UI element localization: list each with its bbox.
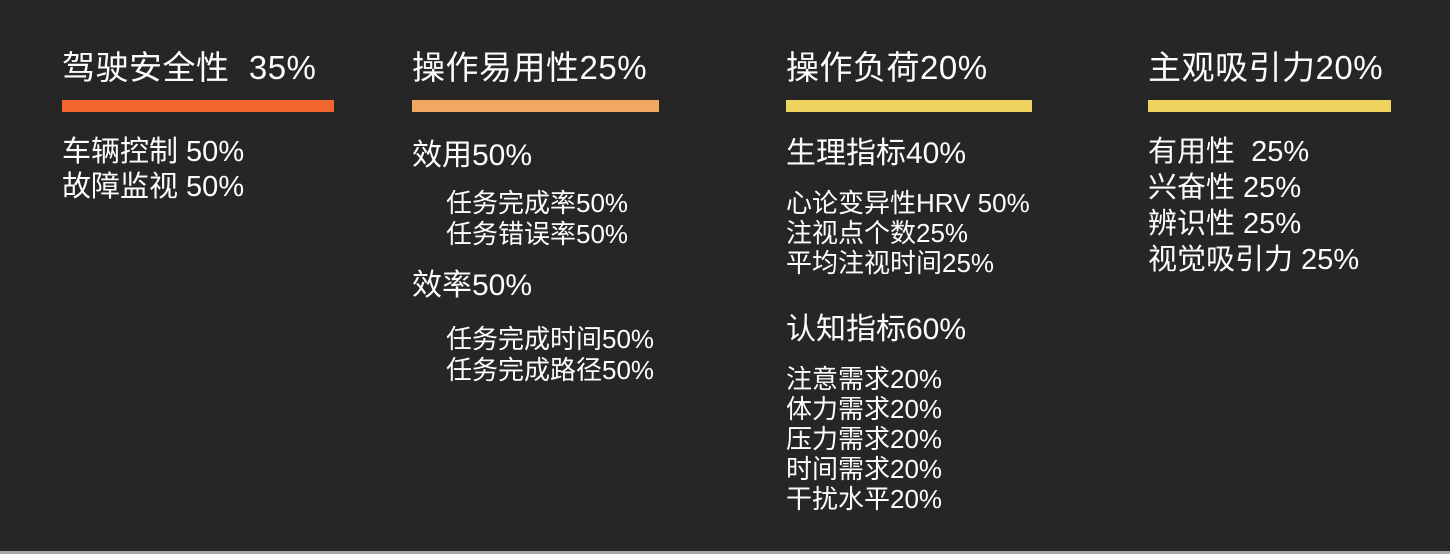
criteria-item: 平均注视时间25%	[786, 248, 995, 278]
accent-underline	[786, 100, 1032, 112]
criteria-item: 注意需求20%	[786, 364, 943, 394]
accent-underline	[412, 100, 659, 112]
criteria-item: 干扰水平20%	[786, 484, 943, 514]
criteria-item: 兴奋性 25%	[1148, 172, 1302, 204]
criteria-item: 心论变异性HRV 50%	[786, 188, 1030, 218]
criteria-column-3: 操作负荷20% 生理指标40% 心论变异性HRV 50% 注视点个数25% 平均注视时间…	[786, 46, 1032, 514]
group-heading: 效率50%	[412, 269, 533, 302]
criteria-item: 任务错误率50%	[446, 219, 629, 249]
criteria-item-list: 任务完成率50% 任务错误率50%	[446, 188, 659, 250]
accent-underline	[1148, 100, 1391, 112]
criteria-column-2: 操作易用性25% 效用50% 任务完成率50% 任务错误率50% 效率50% 任务完成时间…	[412, 46, 659, 386]
criteria-item-list: 心论变异性HRV 50% 注视点个数25% 平均注视时间25%	[786, 188, 1032, 278]
criteria-group: 效用50% 任务完成率50% 任务错误率50%	[412, 138, 659, 250]
criteria-group: 有用性 25% 兴奋性 25% 辨识性 25% 视觉吸引力 25%	[1148, 134, 1391, 278]
criteria-item: 注视点个数25%	[786, 218, 969, 248]
bottom-edge-line	[0, 551, 1450, 554]
criteria-item: 压力需求20%	[786, 424, 943, 454]
criteria-item: 车辆控制 50%	[62, 136, 245, 168]
criteria-item-list: 有用性 25% 兴奋性 25% 辨识性 25% 视觉吸引力 25%	[1148, 134, 1391, 278]
criteria-item: 时间需求20%	[786, 454, 943, 484]
accent-underline	[62, 100, 334, 112]
criteria-group: 效率50% 任务完成时间50% 任务完成路径50%	[412, 268, 659, 386]
group-heading: 认知指标60%	[786, 313, 967, 346]
criteria-column-1: 驾驶安全性 35% 车辆控制 50% 故障监视 50%	[62, 46, 334, 205]
column-title: 主观吸引力20%	[1148, 49, 1384, 86]
group-heading: 效用50%	[412, 139, 533, 172]
criteria-group: 认知指标60% 注意需求20% 体力需求20% 压力需求20% 时间需求20% 干扰水平2…	[786, 312, 1032, 514]
criteria-item: 故障监视 50%	[62, 171, 245, 203]
criteria-item: 体力需求20%	[786, 394, 943, 424]
criteria-group: 车辆控制 50% 故障监视 50%	[62, 135, 334, 205]
column-title: 操作易用性25%	[412, 49, 648, 86]
criteria-group: 生理指标40% 心论变异性HRV 50% 注视点个数25% 平均注视时间25%	[786, 136, 1032, 278]
criteria-item-list: 车辆控制 50% 故障监视 50%	[62, 135, 334, 205]
criteria-item: 视觉吸引力 25%	[1148, 244, 1360, 276]
column-title: 驾驶安全性 35%	[62, 49, 317, 86]
criteria-item: 任务完成率50%	[446, 188, 629, 218]
criteria-item: 有用性 25%	[1148, 136, 1310, 168]
criteria-item: 任务完成时间50%	[446, 324, 655, 354]
criteria-item-list: 注意需求20% 体力需求20% 压力需求20% 时间需求20% 干扰水平20%	[786, 364, 1032, 514]
criteria-item: 任务完成路径50%	[446, 355, 655, 385]
criteria-item-list: 任务完成时间50% 任务完成路径50%	[446, 324, 659, 386]
criteria-item: 辨识性 25%	[1148, 208, 1302, 240]
group-heading: 生理指标40%	[786, 137, 967, 170]
column-title: 操作负荷20%	[786, 49, 988, 86]
criteria-column-4: 主观吸引力20% 有用性 25% 兴奋性 25% 辨识性 25% 视觉吸引力 25%	[1148, 46, 1391, 278]
